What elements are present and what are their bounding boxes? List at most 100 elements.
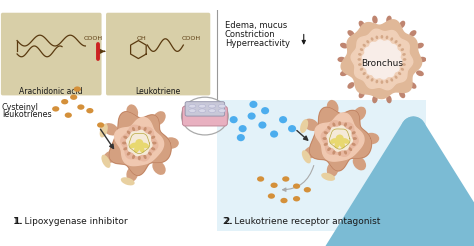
- Text: 1.: 1.: [13, 217, 23, 226]
- Ellipse shape: [122, 142, 127, 144]
- Text: Cysteinyl: Cysteinyl: [2, 103, 39, 112]
- Ellipse shape: [281, 198, 288, 203]
- FancyBboxPatch shape: [218, 100, 426, 231]
- Ellipse shape: [132, 155, 135, 159]
- Ellipse shape: [139, 145, 145, 153]
- Ellipse shape: [151, 147, 155, 150]
- Ellipse shape: [338, 121, 341, 126]
- Ellipse shape: [353, 107, 366, 121]
- Ellipse shape: [268, 193, 275, 199]
- Ellipse shape: [70, 94, 77, 100]
- Ellipse shape: [209, 104, 216, 108]
- Ellipse shape: [199, 104, 206, 108]
- Ellipse shape: [144, 127, 146, 131]
- Ellipse shape: [324, 131, 328, 134]
- Ellipse shape: [416, 70, 424, 76]
- Ellipse shape: [401, 68, 404, 71]
- Ellipse shape: [77, 104, 84, 110]
- Ellipse shape: [144, 155, 146, 159]
- Ellipse shape: [410, 82, 417, 89]
- Ellipse shape: [127, 104, 138, 120]
- Ellipse shape: [390, 78, 393, 82]
- Ellipse shape: [401, 48, 404, 51]
- Ellipse shape: [399, 21, 405, 28]
- Ellipse shape: [148, 152, 152, 155]
- Ellipse shape: [97, 122, 104, 128]
- Ellipse shape: [385, 36, 388, 39]
- Text: 1. Lipoxygenase inhibitor: 1. Lipoxygenase inhibitor: [13, 217, 128, 226]
- Ellipse shape: [258, 122, 266, 129]
- Ellipse shape: [332, 123, 336, 127]
- Text: Arachidonic acid: Arachidonic acid: [19, 87, 83, 96]
- Ellipse shape: [372, 95, 378, 103]
- Ellipse shape: [209, 109, 216, 112]
- Ellipse shape: [189, 104, 196, 108]
- Polygon shape: [341, 20, 421, 99]
- Ellipse shape: [419, 57, 427, 62]
- Ellipse shape: [219, 109, 226, 112]
- Ellipse shape: [399, 91, 405, 98]
- Ellipse shape: [358, 53, 362, 56]
- Ellipse shape: [357, 58, 361, 61]
- Ellipse shape: [199, 109, 206, 112]
- Text: OH: OH: [137, 36, 146, 41]
- Ellipse shape: [127, 152, 131, 155]
- Polygon shape: [363, 40, 401, 79]
- FancyBboxPatch shape: [1, 13, 101, 95]
- Ellipse shape: [73, 86, 81, 92]
- Ellipse shape: [138, 156, 141, 160]
- Polygon shape: [321, 121, 358, 156]
- Polygon shape: [327, 126, 352, 151]
- Ellipse shape: [52, 106, 59, 112]
- Ellipse shape: [416, 43, 424, 48]
- Ellipse shape: [398, 72, 401, 75]
- Ellipse shape: [342, 138, 349, 144]
- Text: Constriction: Constriction: [225, 30, 275, 39]
- Ellipse shape: [238, 125, 246, 132]
- Ellipse shape: [189, 109, 196, 112]
- Ellipse shape: [152, 161, 166, 175]
- Ellipse shape: [123, 147, 128, 150]
- Ellipse shape: [229, 116, 237, 123]
- Ellipse shape: [152, 111, 166, 125]
- Ellipse shape: [141, 143, 149, 148]
- Ellipse shape: [163, 137, 179, 149]
- Text: 2. Leukotriene receptor antagonist: 2. Leukotriene receptor antagonist: [223, 217, 380, 226]
- Ellipse shape: [123, 136, 128, 139]
- Ellipse shape: [151, 136, 155, 139]
- Ellipse shape: [324, 143, 328, 146]
- Ellipse shape: [288, 125, 296, 132]
- Ellipse shape: [371, 78, 374, 82]
- Ellipse shape: [249, 101, 257, 108]
- Ellipse shape: [360, 48, 363, 51]
- Ellipse shape: [360, 68, 363, 71]
- Ellipse shape: [358, 63, 362, 66]
- Ellipse shape: [327, 147, 331, 151]
- Ellipse shape: [364, 133, 379, 144]
- Ellipse shape: [86, 108, 93, 113]
- Ellipse shape: [390, 37, 393, 41]
- Ellipse shape: [339, 140, 345, 148]
- Ellipse shape: [340, 43, 348, 48]
- Ellipse shape: [338, 151, 341, 156]
- Ellipse shape: [304, 146, 319, 158]
- Ellipse shape: [352, 137, 357, 140]
- Ellipse shape: [100, 124, 108, 138]
- Ellipse shape: [304, 119, 319, 131]
- Ellipse shape: [103, 151, 118, 163]
- Ellipse shape: [322, 137, 327, 140]
- Ellipse shape: [134, 145, 140, 153]
- Ellipse shape: [394, 76, 398, 79]
- Ellipse shape: [394, 40, 398, 43]
- FancyBboxPatch shape: [106, 13, 210, 95]
- Text: 2.: 2.: [223, 217, 232, 226]
- Ellipse shape: [304, 187, 311, 192]
- Ellipse shape: [152, 142, 156, 144]
- Ellipse shape: [402, 53, 406, 56]
- Polygon shape: [127, 130, 152, 156]
- Ellipse shape: [402, 63, 406, 66]
- Ellipse shape: [381, 35, 383, 39]
- Ellipse shape: [386, 95, 392, 103]
- Ellipse shape: [348, 147, 352, 151]
- Ellipse shape: [375, 36, 378, 39]
